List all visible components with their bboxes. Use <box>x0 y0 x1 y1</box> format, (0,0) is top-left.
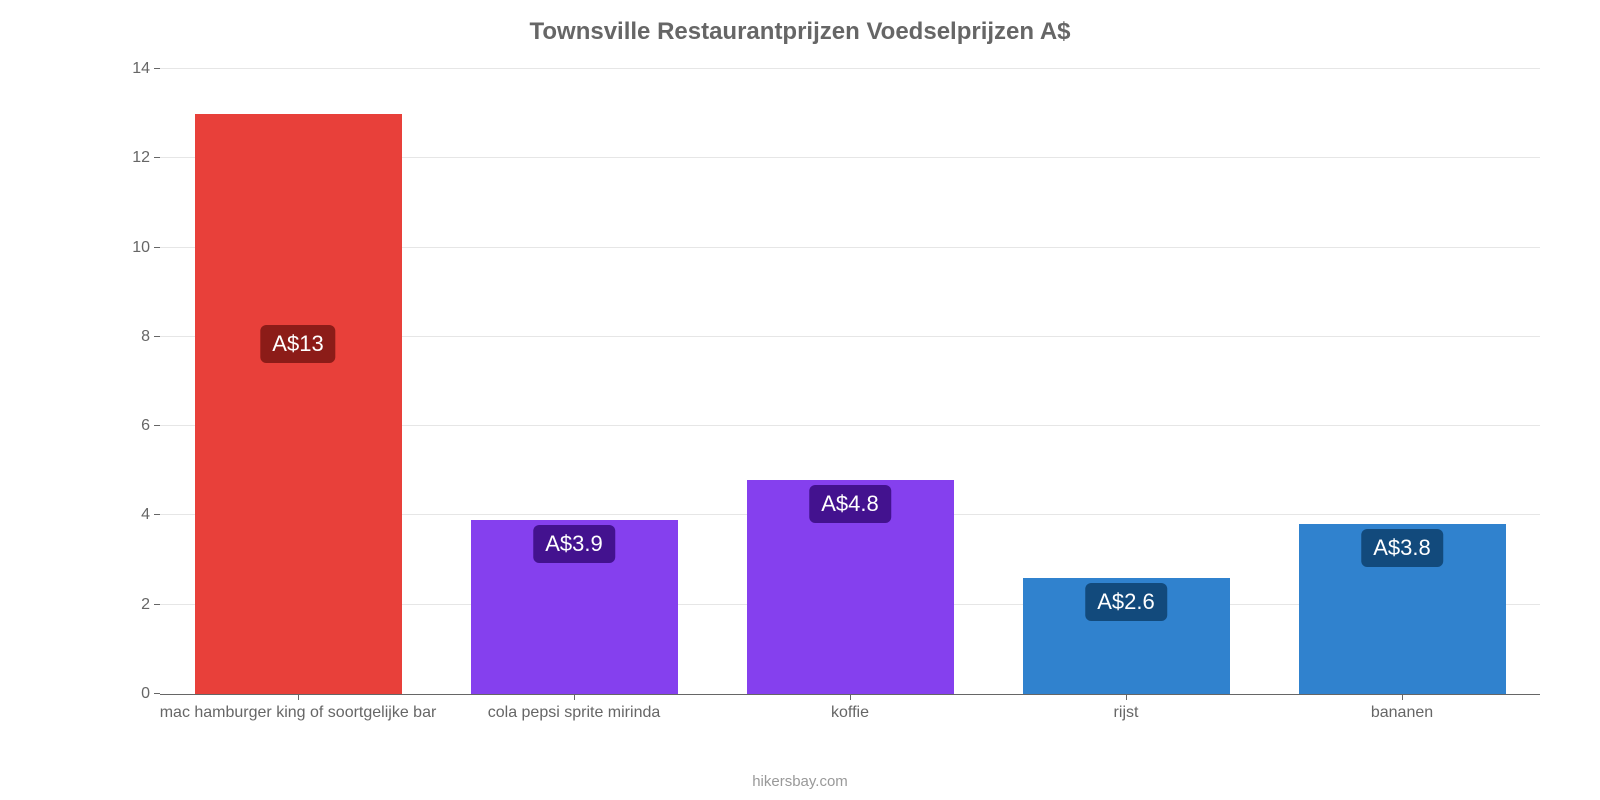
x-tick-label: koffie <box>831 694 869 722</box>
x-tick-label: mac hamburger king of soortgelijke bar <box>160 694 437 722</box>
bar: A$13 <box>195 114 402 694</box>
bar: A$2.6 <box>1023 578 1230 694</box>
bar: A$3.9 <box>471 520 678 694</box>
gridline <box>160 68 1540 69</box>
y-tick-label: 12 <box>132 149 160 167</box>
bar-value-label: A$3.9 <box>533 525 615 563</box>
plot-area: 02468101214A$13mac hamburger king of soo… <box>160 70 1540 695</box>
x-tick-label: rijst <box>1114 694 1139 722</box>
y-tick-label: 14 <box>132 60 160 78</box>
bar-value-label: A$13 <box>260 325 335 363</box>
bar-value-label: A$2.6 <box>1085 583 1167 621</box>
y-tick-label: 0 <box>141 685 160 703</box>
y-tick-label: 6 <box>141 417 160 435</box>
bar-value-label: A$3.8 <box>1361 529 1443 567</box>
credit-text: hikersbay.com <box>0 773 1600 790</box>
y-tick-label: 8 <box>141 328 160 346</box>
bar: A$4.8 <box>747 480 954 694</box>
x-tick-label: cola pepsi sprite mirinda <box>488 694 661 722</box>
bar: A$3.8 <box>1299 524 1506 694</box>
y-tick-label: 10 <box>132 239 160 257</box>
chart-title: Townsville Restaurantprijzen Voedselprij… <box>0 18 1600 46</box>
x-tick-label: bananen <box>1371 694 1433 722</box>
y-tick-label: 2 <box>141 596 160 614</box>
y-tick-label: 4 <box>141 506 160 524</box>
bar-value-label: A$4.8 <box>809 485 891 523</box>
